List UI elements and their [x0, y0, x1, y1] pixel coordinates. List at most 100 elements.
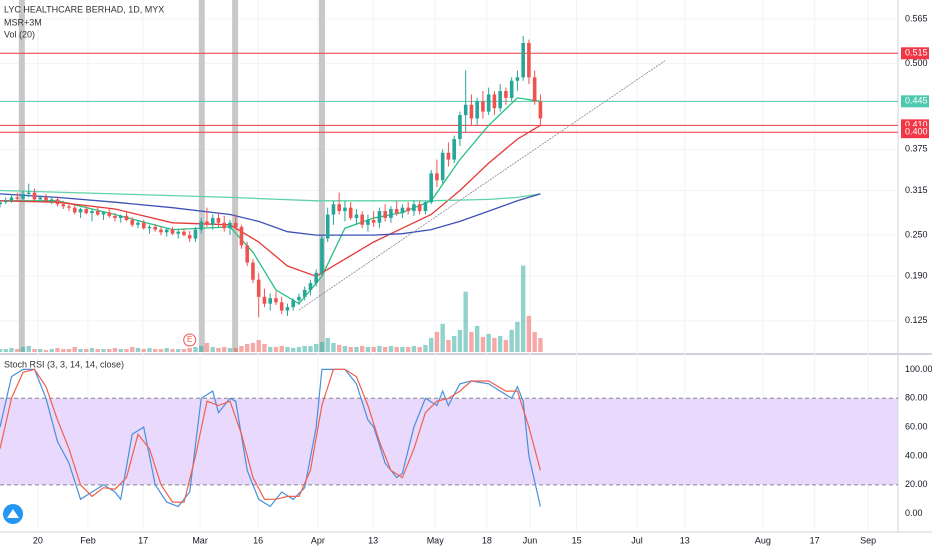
candle-body	[199, 221, 204, 230]
volume-bar	[32, 348, 37, 352]
level-label: 0.515	[905, 48, 928, 58]
x-tick-label: Sep	[860, 535, 876, 545]
candle-body	[222, 222, 227, 229]
y-tick-label: 0.125	[905, 315, 928, 325]
event-band	[318, 0, 325, 352]
moving-average	[0, 193, 541, 236]
volume-bar	[256, 339, 261, 352]
volume-bar	[440, 323, 445, 352]
y-tick-label: 40.00	[905, 450, 928, 460]
candle-body	[394, 209, 399, 214]
candle-body	[21, 193, 25, 199]
candle-body	[55, 199, 60, 205]
candle-body	[3, 200, 8, 203]
candle-body	[182, 231, 186, 236]
candle-body	[245, 245, 250, 263]
candle-body	[446, 152, 451, 160]
candle-body	[147, 226, 152, 229]
indicator-title: Stoch RSI (3, 3, 14, 14, close)	[4, 359, 124, 369]
volume-bar	[405, 346, 411, 352]
candle-body	[527, 43, 531, 78]
candle-body	[38, 197, 43, 200]
candle-body	[389, 209, 393, 218]
volume-bar	[492, 337, 497, 352]
volume-bar	[147, 347, 152, 352]
volume-bar	[210, 346, 215, 352]
y-tick-label: 0.500	[905, 58, 928, 68]
candle-body	[72, 207, 77, 213]
x-tick-label: 13	[680, 535, 690, 545]
level-label: 0.445	[905, 96, 928, 106]
candle-body	[337, 204, 341, 212]
volume-bar	[520, 265, 526, 352]
candle-body	[343, 207, 347, 212]
volume-bar	[239, 345, 244, 352]
volume-bar	[20, 346, 26, 352]
event-label: E	[187, 335, 192, 344]
candle-body	[274, 298, 278, 303]
volume-bar	[216, 347, 221, 352]
candle-body	[0, 202, 2, 205]
candle-body	[279, 302, 284, 311]
volume-bar	[457, 329, 463, 352]
volume-bar	[89, 347, 95, 352]
level-tag	[901, 95, 929, 108]
chart-title: LYC HEALTHCARE BERHAD, 1D, MYX	[4, 4, 164, 14]
candle-body	[521, 43, 525, 78]
volume-bar	[49, 348, 54, 352]
y-tick-label: 60.00	[905, 421, 928, 431]
candle-body	[417, 204, 422, 212]
volume-bar	[503, 339, 509, 352]
candle-body	[423, 202, 428, 212]
volume-bar	[250, 342, 256, 352]
candle-body	[90, 211, 94, 214]
volume-bar	[193, 346, 198, 352]
volume-bar	[124, 348, 129, 352]
volume-bar	[308, 345, 313, 352]
volume-bar	[365, 346, 371, 352]
event-marker	[183, 333, 197, 347]
candle-body	[458, 115, 462, 140]
y-tick-label: 0.565	[905, 13, 928, 23]
x-tick-label: 20	[33, 535, 43, 545]
candle-body	[251, 262, 255, 280]
candle-body	[463, 104, 468, 116]
volume-bar	[377, 345, 382, 352]
candle-body	[360, 214, 364, 225]
volume-bar	[423, 344, 428, 352]
candle-body	[383, 211, 387, 218]
volume-bar	[95, 348, 100, 352]
candle-body	[538, 101, 543, 119]
volume-bar	[319, 341, 325, 352]
volume-bar	[428, 337, 434, 352]
candle-body	[256, 279, 261, 297]
candle-body	[268, 298, 273, 304]
candle-body	[302, 289, 307, 297]
volume-bar	[394, 346, 399, 352]
candle-body	[481, 101, 485, 112]
candle-body	[429, 173, 433, 203]
candle-body	[452, 139, 456, 160]
volume-bar	[176, 348, 181, 352]
candle-body	[216, 217, 221, 223]
volume-bar	[84, 348, 89, 352]
volume-bar	[222, 346, 227, 352]
volume-bar	[497, 335, 503, 352]
candle-body	[532, 77, 537, 102]
indicator-label: MSR+3M	[4, 17, 42, 27]
moving-average	[0, 124, 541, 278]
volume-bar	[153, 348, 158, 352]
stoch-line	[0, 368, 541, 503]
candle-body	[32, 192, 37, 200]
level-label: 0.410	[905, 120, 928, 130]
candle-body	[44, 197, 48, 201]
volume-bar	[463, 291, 468, 352]
volume-bar	[43, 349, 49, 352]
volume-bar	[469, 331, 474, 352]
volume-bar	[61, 348, 66, 352]
volume-bar	[434, 331, 440, 352]
candle-body	[193, 229, 198, 239]
x-tick-label: Jun	[523, 535, 538, 545]
candle-body	[164, 229, 169, 233]
